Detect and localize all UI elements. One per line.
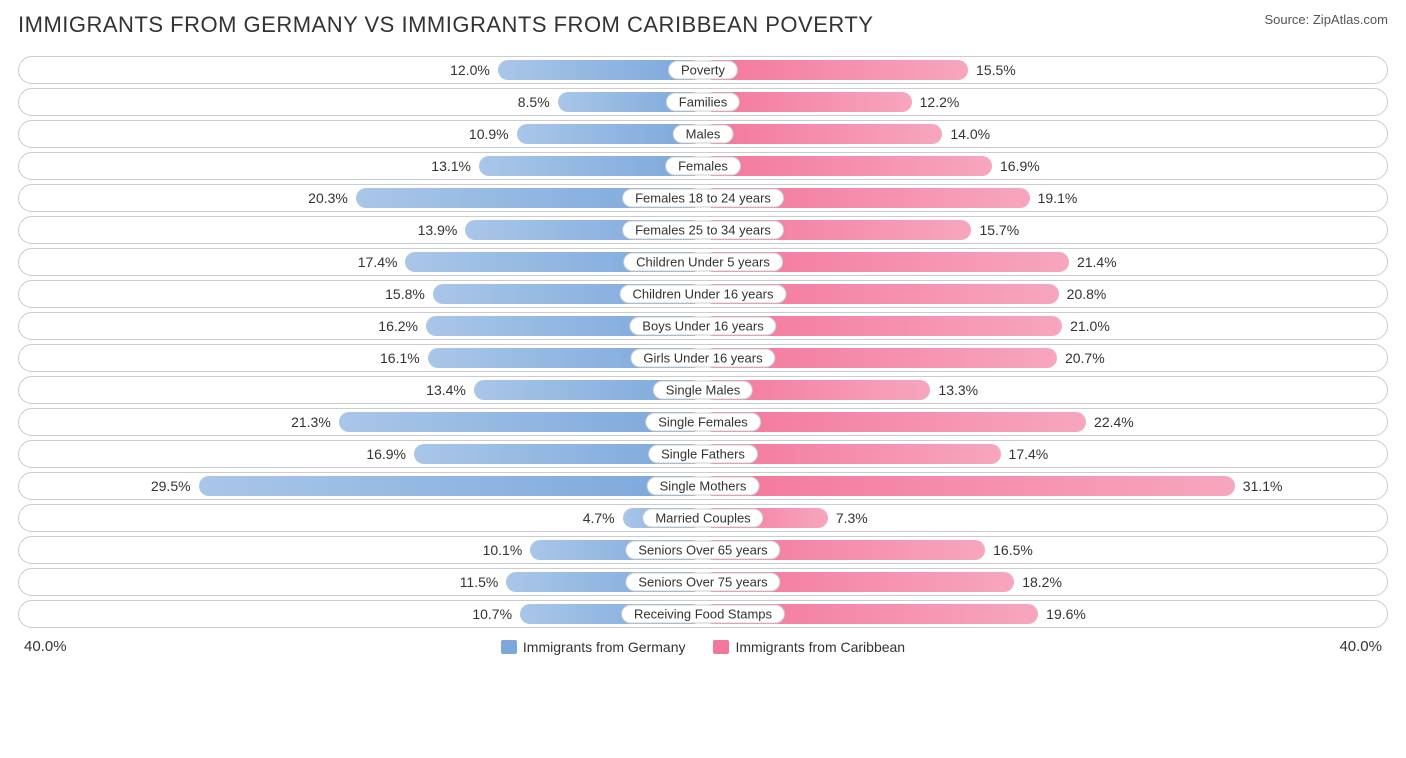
chart-row: 10.9% 14.0% Males	[18, 120, 1388, 148]
category-label: Females 18 to 24 years	[622, 189, 784, 208]
bar-right	[703, 60, 968, 80]
value-right: 16.5%	[985, 537, 1033, 563]
value-right: 19.6%	[1038, 601, 1086, 627]
chart-row: 11.5% 18.2% Seniors Over 75 years	[18, 568, 1388, 596]
value-left: 21.3%	[291, 409, 339, 435]
chart-row: 16.2% 21.0% Boys Under 16 years	[18, 312, 1388, 340]
value-right: 7.3%	[828, 505, 868, 531]
legend-swatch-left	[501, 640, 517, 654]
chart-row: 16.1% 20.7% Girls Under 16 years	[18, 344, 1388, 372]
value-right: 31.1%	[1235, 473, 1283, 499]
value-left: 4.7%	[583, 505, 623, 531]
value-right: 15.7%	[971, 217, 1019, 243]
legend: Immigrants from Germany Immigrants from …	[501, 639, 905, 655]
bar-right	[703, 476, 1235, 496]
chart-row: 8.5% 12.2% Families	[18, 88, 1388, 116]
value-left: 29.5%	[151, 473, 199, 499]
value-left: 10.1%	[483, 537, 531, 563]
value-right: 18.2%	[1014, 569, 1062, 595]
category-label: Seniors Over 75 years	[625, 573, 780, 592]
chart-row: 4.7% 7.3% Married Couples	[18, 504, 1388, 532]
category-label: Females	[665, 157, 741, 176]
bar-right	[703, 156, 992, 176]
category-label: Males	[673, 125, 734, 144]
value-left: 13.9%	[418, 217, 466, 243]
value-right: 20.7%	[1057, 345, 1105, 371]
value-right: 21.4%	[1069, 249, 1117, 275]
value-right: 16.9%	[992, 153, 1040, 179]
value-right: 15.5%	[968, 57, 1016, 83]
chart-title: IMMIGRANTS FROM GERMANY VS IMMIGRANTS FR…	[18, 12, 873, 38]
value-left: 15.8%	[385, 281, 433, 307]
value-right: 17.4%	[1001, 441, 1049, 467]
value-right: 21.0%	[1062, 313, 1110, 339]
value-right: 12.2%	[912, 89, 960, 115]
category-label: Single Fathers	[648, 445, 758, 464]
legend-swatch-right	[713, 640, 729, 654]
chart-row: 21.3% 22.4% Single Females	[18, 408, 1388, 436]
value-left: 8.5%	[518, 89, 558, 115]
value-left: 17.4%	[358, 249, 406, 275]
category-label: Single Mothers	[647, 477, 760, 496]
category-label: Females 25 to 34 years	[622, 221, 784, 240]
legend-item-right: Immigrants from Caribbean	[713, 639, 905, 655]
bar-left	[199, 476, 703, 496]
axis-max-left: 40.0%	[24, 638, 67, 655]
value-right: 19.1%	[1030, 185, 1078, 211]
value-left: 10.7%	[472, 601, 520, 627]
source-attribution: Source: ZipAtlas.com	[1264, 12, 1388, 27]
chart-row: 13.9% 15.7% Females 25 to 34 years	[18, 216, 1388, 244]
category-label: Single Females	[645, 413, 761, 432]
source-name: ZipAtlas.com	[1313, 12, 1388, 27]
axis-max-right: 40.0%	[1339, 638, 1382, 655]
chart-row: 12.0% 15.5% Poverty	[18, 56, 1388, 84]
legend-label-left: Immigrants from Germany	[523, 639, 686, 655]
value-left: 11.5%	[460, 569, 507, 595]
category-label: Poverty	[668, 61, 738, 80]
category-label: Seniors Over 65 years	[625, 541, 780, 560]
value-right: 13.3%	[930, 377, 978, 403]
category-label: Children Under 5 years	[623, 253, 783, 272]
chart-rows: 12.0%15.5%Poverty8.5%12.2%Families10.9%1…	[18, 56, 1388, 628]
header: IMMIGRANTS FROM GERMANY VS IMMIGRANTS FR…	[18, 12, 1388, 38]
value-right: 14.0%	[942, 121, 990, 147]
category-label: Receiving Food Stamps	[621, 605, 785, 624]
chart-row: 13.1% 16.9% Females	[18, 152, 1388, 180]
chart-row: 15.8% 20.8% Children Under 16 years	[18, 280, 1388, 308]
value-left: 13.4%	[426, 377, 474, 403]
value-left: 16.9%	[366, 441, 414, 467]
chart-row: 13.4% 13.3% Single Males	[18, 376, 1388, 404]
value-right: 22.4%	[1086, 409, 1134, 435]
value-left: 16.1%	[380, 345, 428, 371]
value-right: 20.8%	[1059, 281, 1107, 307]
category-label: Boys Under 16 years	[629, 317, 776, 336]
chart-row: 17.4% 21.4% Children Under 5 years	[18, 248, 1388, 276]
legend-item-left: Immigrants from Germany	[501, 639, 686, 655]
category-label: Married Couples	[642, 509, 763, 528]
value-left: 20.3%	[308, 185, 356, 211]
bar-right	[703, 124, 942, 144]
chart-row: 10.1% 16.5% Seniors Over 65 years	[18, 536, 1388, 564]
category-label: Single Males	[653, 381, 753, 400]
chart-footer: 40.0% Immigrants from Germany Immigrants…	[18, 638, 1388, 655]
legend-label-right: Immigrants from Caribbean	[735, 639, 905, 655]
value-left: 10.9%	[469, 121, 517, 147]
value-left: 16.2%	[378, 313, 426, 339]
category-label: Girls Under 16 years	[630, 349, 775, 368]
value-left: 13.1%	[431, 153, 479, 179]
chart-row: 16.9% 17.4% Single Fathers	[18, 440, 1388, 468]
category-label: Children Under 16 years	[620, 285, 787, 304]
chart-row: 10.7% 19.6% Receiving Food Stamps	[18, 600, 1388, 628]
chart-row: 29.5% 31.1% Single Mothers	[18, 472, 1388, 500]
value-left: 12.0%	[450, 57, 498, 83]
category-label: Families	[666, 93, 740, 112]
chart-row: 20.3% 19.1% Females 18 to 24 years	[18, 184, 1388, 212]
source-prefix: Source:	[1264, 12, 1312, 27]
